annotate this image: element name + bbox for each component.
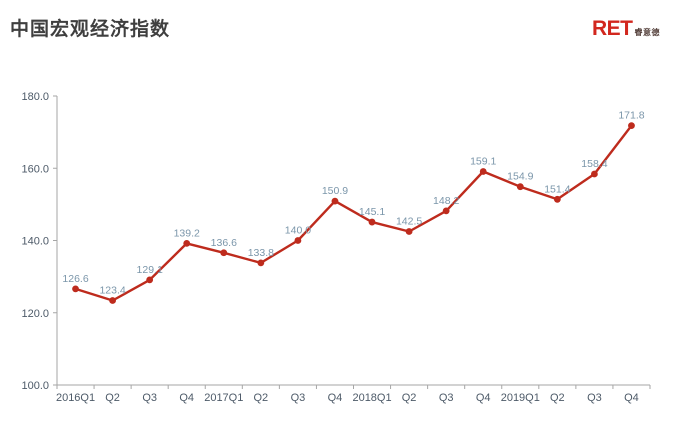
ret-logo: RET 睿意德 [592,18,660,39]
data-label: 133.8 [248,247,274,259]
data-label: 142.5 [396,215,422,227]
data-point [479,168,487,175]
x-tick-label: Q3 [439,392,454,404]
x-tick-label: 2017Q1 [204,392,243,404]
y-tick-label: 160.0 [21,163,49,175]
data-point [72,285,79,293]
x-tick-label: Q2 [254,392,269,404]
x-tick-label: Q4 [179,392,194,404]
x-tick-label: 2016Q1 [56,392,95,404]
x-tick-label: Q3 [587,392,602,404]
data-label: 159.1 [470,156,496,168]
x-tick-label: Q4 [476,392,491,404]
data-label: 151.4 [544,183,570,195]
y-tick-label: 140.0 [21,236,49,248]
data-point [591,170,598,178]
ret-logo-subtext: 睿意德 [634,28,660,37]
x-tick-label: Q2 [550,392,565,404]
data-label: 123.4 [99,284,125,296]
data-label: 171.8 [618,110,644,122]
x-tick-label: Q2 [105,392,120,404]
x-tick-label: 2019Q1 [501,392,540,404]
ret-logo-text: RET [592,17,633,40]
data-point [146,276,154,284]
data-label: 136.6 [211,237,237,249]
data-label: 129.1 [137,264,163,276]
y-tick-label: 120.0 [21,308,49,320]
x-tick-label: Q4 [328,392,343,404]
page-title: 中国宏观经济指数 [10,19,171,40]
data-label: 158.4 [581,158,607,170]
data-label: 148.2 [433,195,459,207]
data-point [553,195,561,203]
x-tick-label: Q3 [142,392,157,404]
data-point [220,249,228,257]
data-label: 154.9 [507,171,533,183]
data-point [257,259,265,267]
data-point [442,207,450,215]
data-label: 150.9 [322,185,348,197]
data-point [516,183,524,191]
data-point [405,228,413,235]
x-tick-label: Q4 [624,392,639,404]
data-label: 139.2 [174,227,200,239]
x-tick-label: Q2 [402,392,417,404]
data-label: 145.1 [359,206,385,218]
y-tick-label: 100.0 [21,380,49,392]
data-point [183,239,191,247]
x-tick-label: Q3 [291,392,306,404]
trend-line [74,124,633,302]
data-point [628,122,635,130]
data-point [331,197,339,205]
data-point [368,218,376,226]
data-point [109,297,116,304]
data-label: 126.6 [62,273,88,285]
x-tick-label: 2018Q1 [352,392,391,404]
chart-header: 中国宏观经济指数 RET 睿意德 [0,0,674,60]
y-tick-label: 180.0 [21,91,49,103]
data-label: 140.0 [285,225,311,237]
data-point [294,237,302,244]
